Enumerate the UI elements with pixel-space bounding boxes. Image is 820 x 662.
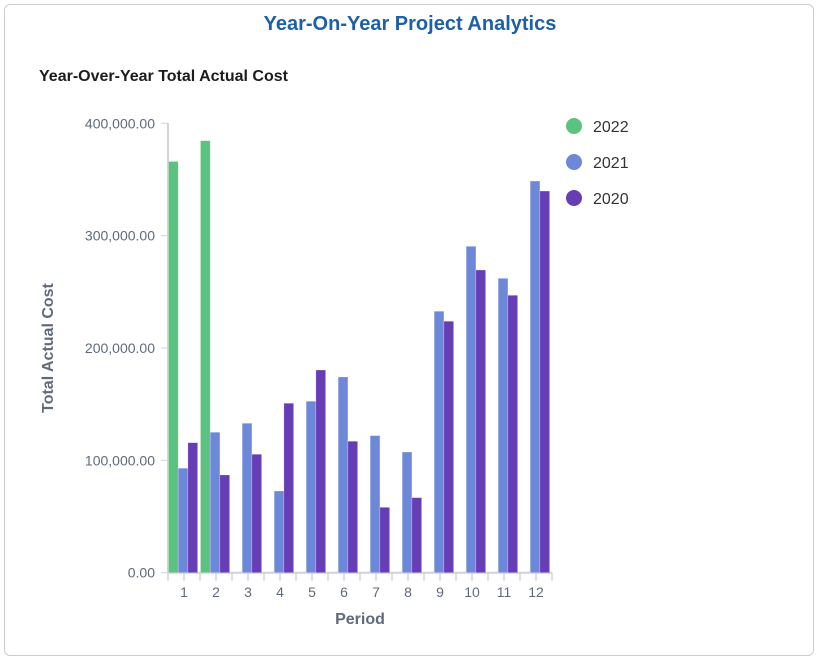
bar-2021-period-10 (465, 246, 477, 573)
x-tick-label: 2 (212, 584, 220, 600)
legend-label-2021: 2021 (593, 155, 629, 172)
bar-2021-period-9 (433, 310, 445, 573)
bar-2021-period-4 (273, 490, 285, 573)
y-tick-label: 400,000.00 (85, 115, 155, 131)
bar-2020-period-11 (507, 295, 518, 574)
bar-2020-period-8 (411, 497, 422, 574)
legend-marker-2021 (566, 154, 582, 170)
x-tick-label: 4 (276, 584, 284, 600)
chart-title: Year-Over-Year Total Actual Cost (39, 68, 288, 85)
x-tick-label: 6 (340, 584, 348, 600)
x-tick-label: 9 (436, 584, 444, 600)
bar-2022-period-1 (168, 161, 179, 573)
x-tick-label: 8 (404, 584, 412, 600)
y-tick-label: 200,000.00 (85, 340, 155, 356)
bar-2022-period-2 (200, 140, 211, 573)
x-tick-label: 3 (244, 584, 252, 600)
bar-2020-period-6 (347, 440, 358, 573)
page-title: Year-On-Year Project Analytics (263, 13, 557, 35)
bar-2021-period-1 (177, 467, 189, 574)
bar-2020-period-9 (443, 320, 454, 574)
bar-2021-period-5 (305, 400, 317, 574)
legend-marker-2022 (566, 118, 582, 134)
bar-2020-period-3 (251, 453, 262, 574)
y-tick-label: 300,000.00 (85, 228, 155, 244)
legend-label-2022: 2022 (593, 119, 629, 136)
x-tick-label: 10 (464, 584, 480, 600)
x-tick-label: 1 (180, 584, 188, 600)
bar-2020-period-5 (315, 369, 326, 573)
bar-2021-period-8 (401, 451, 413, 574)
bar-2020-period-7 (379, 507, 390, 573)
bar-2020-period-4 (283, 402, 294, 574)
bar-2021-period-12 (529, 180, 541, 573)
x-tick-label: 5 (308, 584, 316, 600)
y-tick-label: 100,000.00 (85, 452, 155, 468)
bar-2020-period-10 (475, 269, 486, 574)
y-tick-label: 0.00 (128, 565, 155, 581)
y-axis-title: Total Actual Cost (40, 282, 57, 412)
bar-2021-period-6 (337, 376, 349, 573)
legend-label-2020: 2020 (593, 191, 629, 208)
analytics-card (4, 4, 814, 656)
x-tick-label: 12 (528, 584, 544, 600)
bar-2021-period-3 (241, 422, 253, 574)
x-tick-label: 11 (497, 584, 512, 600)
bar-2020-period-12 (539, 190, 550, 573)
legend-marker-2020 (566, 190, 582, 206)
x-tick-label: 7 (372, 584, 380, 600)
bar-2020-period-1 (187, 442, 198, 574)
bar-2020-period-2 (219, 474, 230, 574)
bar-2021-period-11 (497, 278, 509, 573)
bar-2021-period-2 (209, 431, 221, 574)
bar-2021-period-7 (369, 435, 381, 573)
x-axis-title: Period (335, 611, 385, 628)
